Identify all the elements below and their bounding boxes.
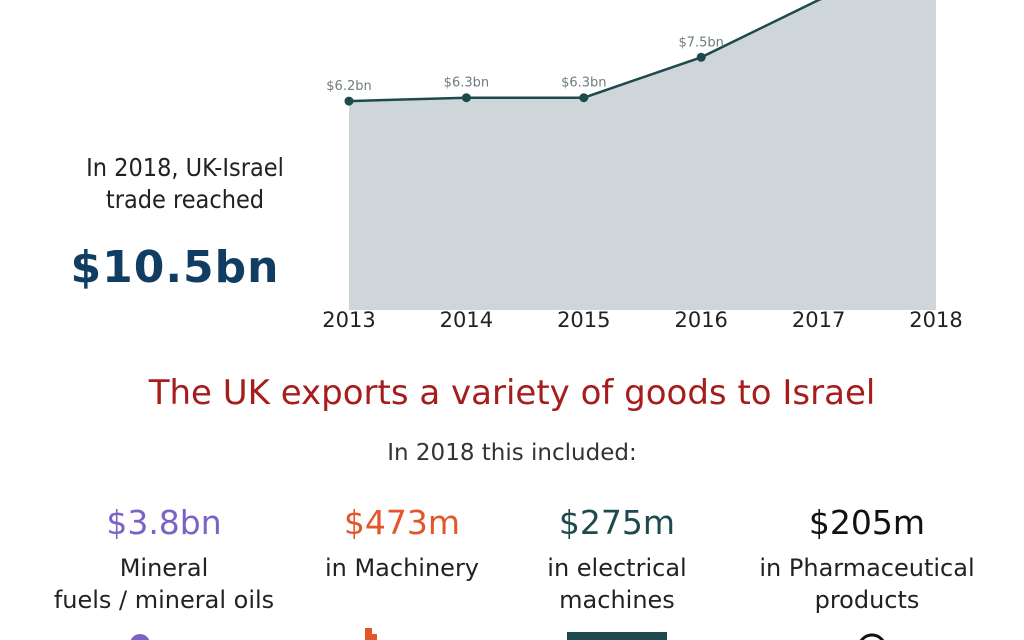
export-description-line: in Pharmaceutical <box>759 554 975 582</box>
export-description: in electrical machines <box>487 552 747 616</box>
data-label: $7.5bn <box>678 35 723 50</box>
headline-line-1: In 2018, UK-Israel <box>86 153 284 182</box>
fuel-drop-icon <box>130 634 150 640</box>
x-tick-label: 2013 <box>322 308 375 332</box>
data-point <box>579 93 589 103</box>
export-value: $3.8bn <box>106 503 222 542</box>
export-description: in Machinery <box>272 552 532 584</box>
machinery-icon <box>365 628 377 640</box>
export-description-line: in electrical <box>547 554 687 582</box>
headline: In 2018, UK-Israel trade reached <box>30 152 340 216</box>
export-item-electrical-machines: $275m in electrical machines <box>487 500 747 616</box>
total-trade-value: $10.5bn <box>70 242 280 293</box>
export-value: $473m <box>343 503 461 542</box>
data-label: $6.3bn <box>444 76 489 91</box>
export-description: in Pharmaceutical products <box>737 552 997 616</box>
data-point <box>461 93 471 103</box>
data-point <box>696 52 706 62</box>
chart-plot: $6.2bn $6.3bn $6.3bn $7.5bn <box>326 0 936 310</box>
exports-subtitle: In 2018 this included: <box>387 440 637 466</box>
trade-line <box>348 0 823 103</box>
data-point <box>344 96 354 106</box>
export-item-pharmaceuticals: $205m in Pharmaceutical products <box>737 500 997 616</box>
x-tick-label: 2018 <box>909 308 962 332</box>
export-description-line: fuels / mineral oils <box>53 586 275 614</box>
x-tick-label: 2016 <box>674 308 727 332</box>
data-label: $6.3bn <box>561 76 606 91</box>
export-item-mineral-fuels: $3.8bn Mineral fuels / mineral oils <box>34 500 294 616</box>
export-description-line: machines <box>559 586 675 614</box>
export-value: $275m <box>558 503 676 542</box>
export-description-line: products <box>814 586 920 614</box>
headline-line-2: trade reached <box>105 185 265 214</box>
exports-title: The UK exports a variety of goods to Isr… <box>148 373 876 413</box>
x-tick-label: 2015 <box>557 308 610 332</box>
trade-area <box>349 0 936 310</box>
x-tick-label: 2017 <box>792 308 845 332</box>
x-axis-labels: 2013 2014 2015 2016 2017 2018 <box>322 308 962 332</box>
data-label: $6.2bn <box>326 79 371 94</box>
export-item-machinery: $473m in Machinery <box>272 500 532 584</box>
pharmaceutical-icon <box>859 633 885 640</box>
x-tick-label: 2014 <box>440 308 493 332</box>
export-description-line: in Machinery <box>324 554 480 582</box>
export-description: Mineral fuels / mineral oils <box>34 552 294 616</box>
export-value: $205m <box>808 503 926 542</box>
trade-area-chart: $6.2bn $6.3bn $6.3bn$7.5bn 2013 2014 2015 201… <box>322 0 963 332</box>
export-description-line: Mineral <box>119 554 209 582</box>
electrical-machine-icon <box>567 632 667 640</box>
